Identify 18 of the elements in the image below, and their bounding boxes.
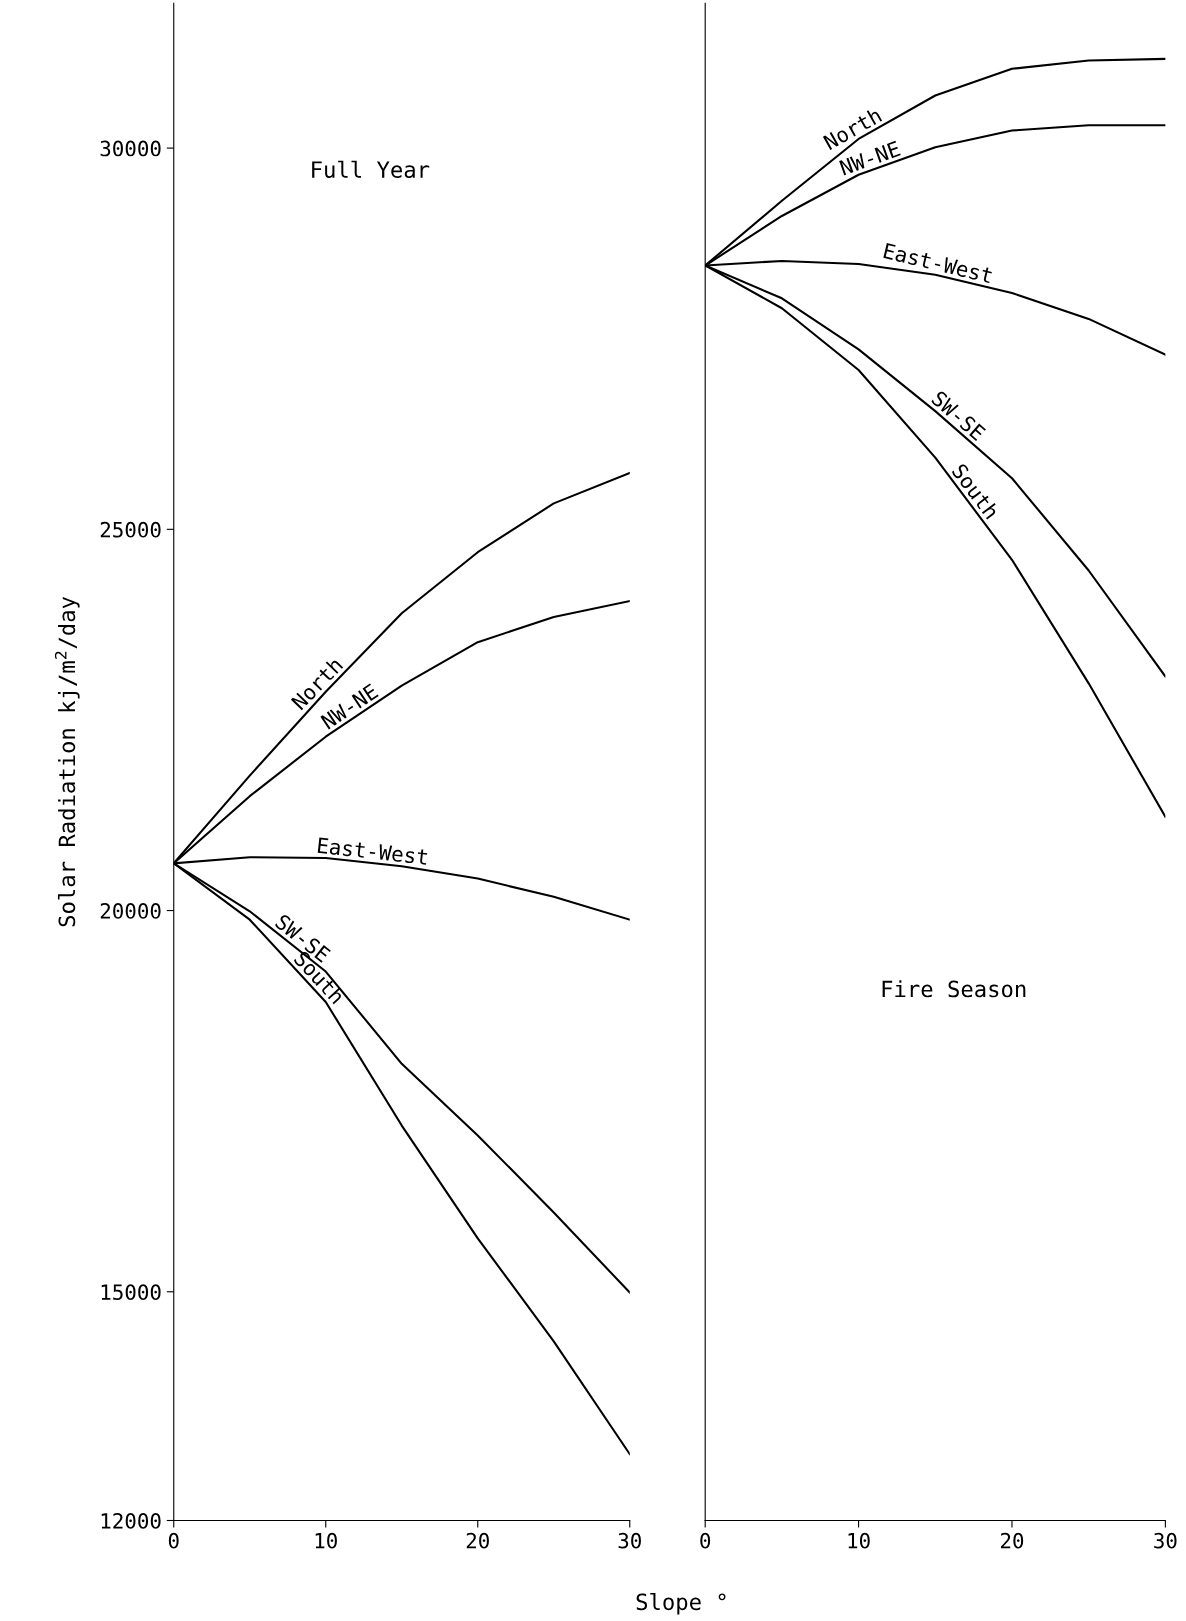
x-axis-title: Slope ° (636, 1592, 726, 1615)
x-tick-label: 0 (168, 1532, 179, 1549)
x-tick-label: 30 (618, 1532, 641, 1549)
x-tick-label: 0 (700, 1532, 711, 1549)
x-tick-label: 10 (315, 1532, 337, 1549)
y-tick-label: 12000 (101, 1513, 161, 1529)
x-tick-label: 30 (1154, 1532, 1177, 1549)
y-tick-label: 20000 (100, 903, 161, 919)
text: Full Year (312, 160, 430, 179)
y-axis-title: Solar Radiation kj/m$^{2}$/day (54, 596, 80, 927)
y-tick-label: 25000 (100, 521, 161, 538)
x-tick-label: 10 (848, 1532, 870, 1549)
y-tick-label: 15000 (101, 1284, 161, 1301)
x-tick-label: 20 (466, 1532, 489, 1549)
text: East-West (317, 837, 428, 865)
x-tick-label: 20 (1000, 1532, 1024, 1549)
text: Fire Season (882, 980, 1026, 998)
y-tick-label: 30000 (100, 140, 161, 157)
